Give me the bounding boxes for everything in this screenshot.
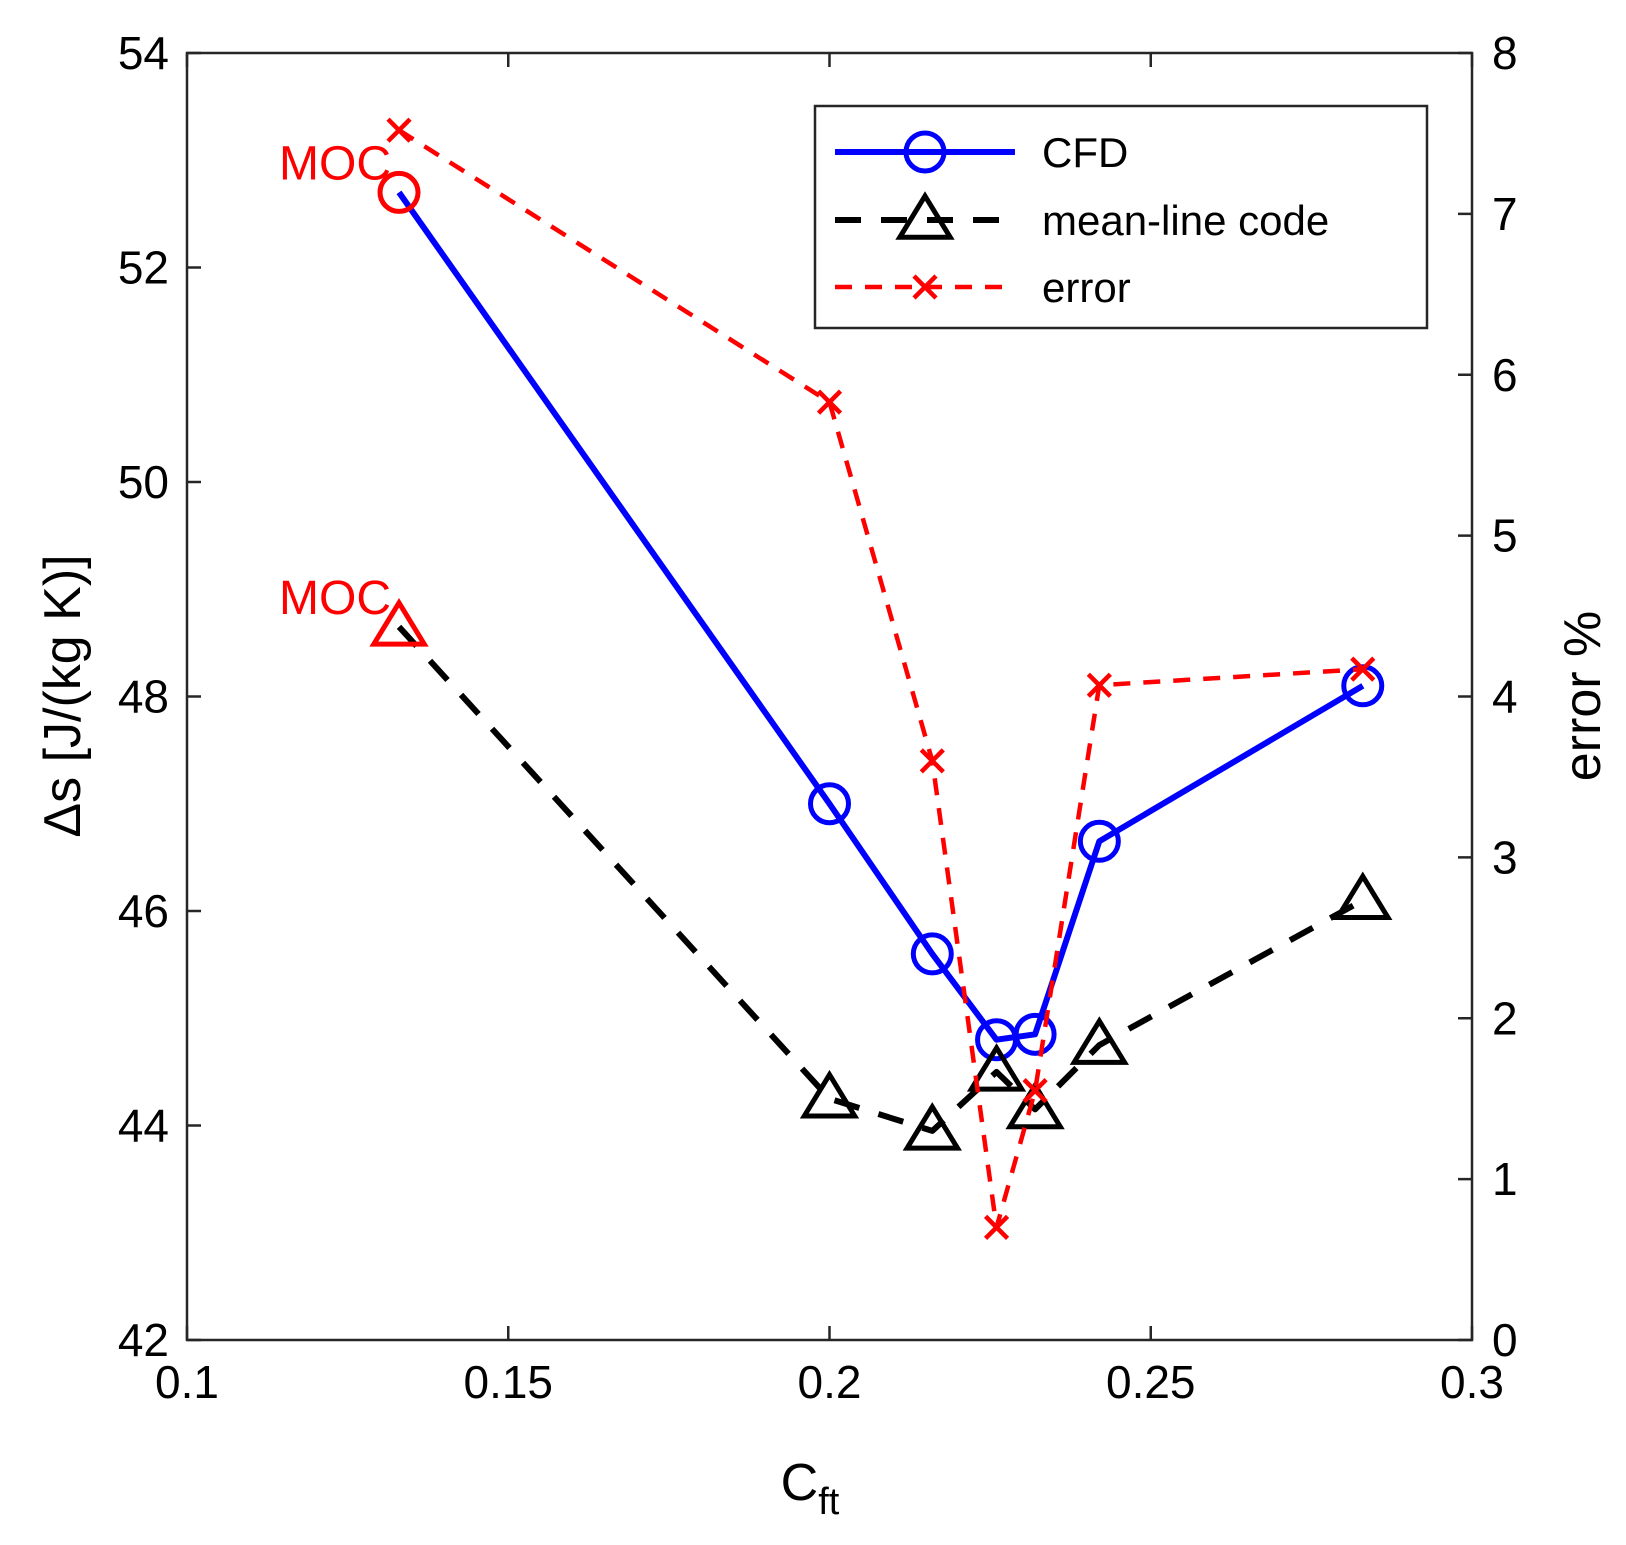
- legend-box: [813, 104, 1429, 330]
- legend-marker-stroke: [912, 274, 938, 300]
- y2-tick-label: 7: [1492, 188, 1518, 240]
- y-tick-label: 48: [118, 671, 169, 723]
- legend-item: mean-line code: [835, 191, 1329, 244]
- data-point: [919, 748, 945, 774]
- x-tick-label: 0.3: [1440, 1356, 1504, 1408]
- legend-marker: [912, 274, 938, 300]
- data-point: [386, 117, 412, 143]
- data-point: [799, 1069, 860, 1119]
- data-point-stroke: [816, 389, 843, 415]
- y2-tick-label: 3: [1492, 831, 1518, 883]
- series-line: [396, 190, 1365, 1043]
- data-point: [816, 389, 843, 415]
- data-point-stroke: [919, 748, 945, 774]
- data-point: [1005, 1080, 1065, 1130]
- y2-axis-title: error %: [1554, 611, 1612, 781]
- annotation-label: MOC: [279, 572, 391, 625]
- legend-marker: [903, 130, 947, 174]
- data-point: [910, 932, 954, 976]
- y2-tick-label: 4: [1492, 671, 1518, 723]
- data-point: [808, 782, 851, 826]
- legend: CFD mean-line code error: [813, 104, 1429, 330]
- data-point-stroke: [983, 1214, 1010, 1240]
- legend-items: CFD mean-line code error: [835, 129, 1329, 311]
- data-point-stroke: [1086, 672, 1112, 698]
- legend-label: mean-line code: [1042, 197, 1329, 244]
- legend-label: CFD: [1042, 129, 1128, 176]
- legend-label: error: [1042, 264, 1131, 311]
- series-layer: [369, 117, 1393, 1240]
- x-tick-label: 0.15: [463, 1356, 553, 1408]
- data-point: [902, 1102, 962, 1151]
- data-point: [1350, 656, 1376, 682]
- y2-tick-label: 2: [1492, 992, 1518, 1044]
- x-axis-title: Cft: [781, 1454, 840, 1523]
- y-tick-label: 52: [118, 242, 169, 294]
- y-tick-label: 54: [118, 27, 169, 79]
- series-line: [396, 624, 1365, 1134]
- data-point: [1069, 1016, 1130, 1065]
- x-tick-label: 0.2: [798, 1356, 862, 1408]
- annotations: MOC MOC: [279, 137, 391, 624]
- y-axis-title: Δs [J/(kg K)]: [34, 554, 92, 837]
- legend-item: error: [835, 264, 1131, 311]
- y2-tick-label: 6: [1492, 349, 1518, 401]
- y-axis-right: 0 1 2 3 4 5 6 7 8: [1458, 27, 1518, 1366]
- data-point: [1077, 819, 1121, 863]
- annotation-label: MOC: [279, 137, 391, 190]
- x-axis-title-main: C: [781, 1454, 819, 1512]
- series-cfd: [377, 170, 1385, 1062]
- data-point: [377, 170, 421, 214]
- data-point: [1022, 1078, 1048, 1104]
- x-axis-title-subscript: ft: [818, 1481, 840, 1523]
- data-point-stroke: [386, 117, 412, 143]
- legend-item: CFD: [835, 129, 1128, 176]
- data-point: [966, 1043, 1027, 1092]
- data-point: [369, 597, 429, 647]
- data-point: [1013, 1012, 1057, 1056]
- y2-tick-label: 5: [1492, 510, 1518, 562]
- x-axis: 0.1 0.15 0.2 0.25 0.3: [155, 53, 1504, 1408]
- series-error: [386, 117, 1376, 1240]
- y2-tick-label: 8: [1492, 27, 1518, 79]
- data-point-stroke: [1022, 1078, 1048, 1104]
- data-point: [983, 1214, 1010, 1240]
- y-tick-label: 42: [118, 1314, 169, 1366]
- x-tick-label: 0.1: [155, 1356, 219, 1408]
- series-mean-line-code: [369, 597, 1393, 1151]
- y-axis-left: 42 44 46 48 50 52 54: [118, 27, 201, 1366]
- legend-marker: [895, 191, 955, 240]
- y2-tick-label: 0: [1492, 1314, 1518, 1366]
- y-tick-label: 44: [118, 1100, 169, 1152]
- data-point-stroke: [1350, 656, 1376, 682]
- y-tick-label: 50: [118, 456, 169, 508]
- x-tick-label: 0.25: [1106, 1356, 1196, 1408]
- y-tick-label: 46: [118, 885, 169, 937]
- data-point: [1086, 672, 1112, 698]
- data-point: [1333, 871, 1393, 921]
- y2-tick-label: 1: [1492, 1153, 1518, 1205]
